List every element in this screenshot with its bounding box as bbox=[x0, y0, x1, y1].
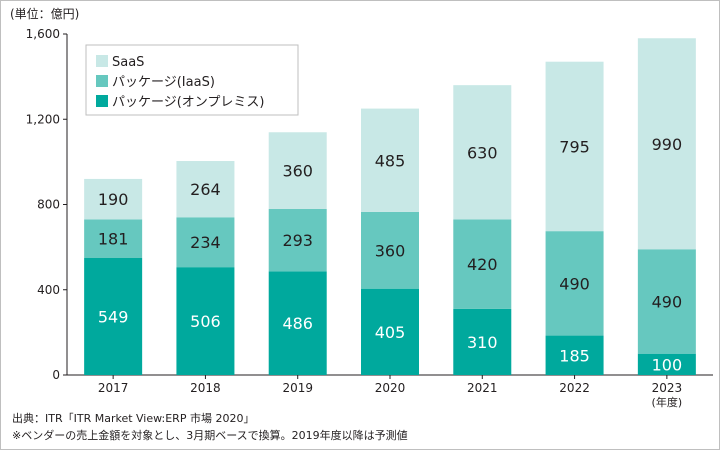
data-label: 405 bbox=[375, 323, 406, 342]
legend: SaaS パッケージ(IaaS) パッケージ(オンプレミス) bbox=[85, 44, 299, 116]
bar-segment bbox=[361, 288, 419, 375]
bar-segment bbox=[268, 208, 327, 272]
data-label: 234 bbox=[190, 233, 221, 252]
bars-layer bbox=[84, 38, 696, 375]
legend-label: SaaS bbox=[112, 55, 144, 70]
bar-segment bbox=[268, 132, 327, 209]
x-tick-label: 2021 bbox=[467, 381, 498, 395]
data-label: 293 bbox=[282, 231, 313, 250]
bar-segment bbox=[545, 61, 604, 232]
x-tick-label: 2023 bbox=[652, 381, 683, 395]
data-label: 506 bbox=[190, 312, 221, 331]
data-label: 310 bbox=[467, 333, 498, 352]
data-label: 190 bbox=[98, 190, 129, 209]
bar-segment bbox=[545, 335, 604, 375]
bar-segment bbox=[84, 178, 143, 220]
legend-label: パッケージ(オンプレミス) bbox=[112, 95, 265, 110]
data-label: 360 bbox=[375, 241, 406, 260]
data-label: 264 bbox=[190, 180, 221, 199]
bar-segment bbox=[176, 161, 235, 218]
data-label: 990 bbox=[652, 135, 683, 154]
bar-segment bbox=[545, 231, 604, 336]
note-text: ※ベンダーの売上金額を対象とし、3月期ベースで換算。2019年度以降は予測値 bbox=[12, 429, 408, 442]
data-label: 795 bbox=[559, 137, 590, 156]
data-label: 100 bbox=[652, 355, 683, 374]
data-label: 490 bbox=[559, 274, 590, 293]
x-tick-label: 2022 bbox=[559, 381, 590, 395]
unit-label: (単位：億円) bbox=[10, 7, 80, 21]
bar-segment bbox=[637, 249, 696, 354]
source-text: 出典：ITR「ITR Market View:ERP 市場 2020」 bbox=[12, 412, 255, 425]
data-label: 360 bbox=[282, 162, 313, 181]
data-label: 485 bbox=[375, 151, 406, 170]
bar-segment bbox=[637, 38, 696, 250]
bar-segment bbox=[84, 219, 143, 258]
data-label: 549 bbox=[98, 307, 129, 326]
bar-segment bbox=[637, 353, 696, 375]
legend-label: パッケージ(IaaS) bbox=[112, 75, 215, 90]
bar-segment bbox=[268, 271, 327, 375]
x-tick-label: 2019 bbox=[282, 381, 313, 395]
x-tick-label: 2020 bbox=[375, 381, 406, 395]
bar-segment bbox=[84, 257, 143, 375]
bar-segment bbox=[176, 267, 235, 375]
labels-layer: 549 181 190 2017 506 234 264 2018 486 293 360 2019 4… bbox=[98, 135, 682, 409]
legend-box bbox=[85, 44, 299, 116]
y-tick-label: 1,200 bbox=[26, 112, 60, 126]
bar-segment bbox=[453, 308, 512, 375]
grid-layer: 0 400 800 1,200 1,600 bbox=[26, 27, 713, 382]
data-label: 181 bbox=[98, 230, 129, 249]
data-label: 490 bbox=[652, 292, 683, 311]
bar-segment bbox=[361, 108, 419, 212]
data-label: 420 bbox=[467, 255, 498, 274]
legend-swatch bbox=[96, 95, 108, 107]
legend-swatch bbox=[96, 75, 108, 87]
x-tick-label: 2018 bbox=[190, 381, 221, 395]
bar-segment bbox=[361, 211, 419, 289]
y-tick-label: 800 bbox=[37, 198, 60, 212]
legend-swatch bbox=[96, 55, 108, 67]
bar-segment bbox=[453, 219, 512, 309]
data-label: 486 bbox=[282, 314, 313, 333]
data-label: 185 bbox=[559, 346, 590, 365]
data-label: 630 bbox=[467, 143, 498, 162]
bar-segment bbox=[176, 217, 235, 268]
bar-segment bbox=[453, 85, 512, 220]
x-tick-label: 2017 bbox=[98, 381, 129, 395]
x-unit-label: (年度) bbox=[652, 395, 683, 409]
y-tick-label: 0 bbox=[52, 368, 60, 382]
y-tick-label: 1,600 bbox=[26, 27, 60, 41]
y-tick-label: 400 bbox=[37, 283, 60, 297]
